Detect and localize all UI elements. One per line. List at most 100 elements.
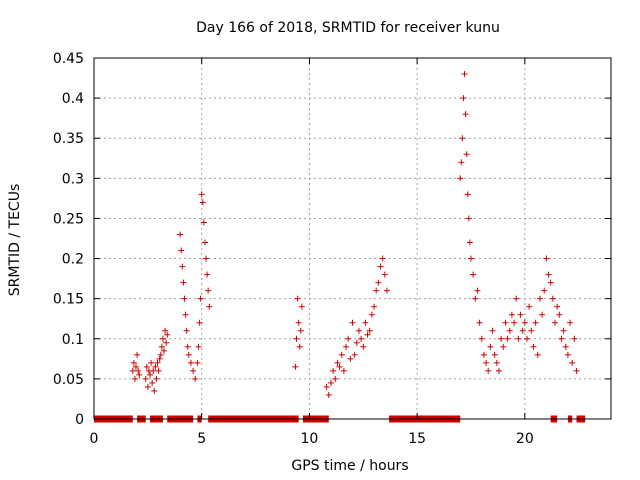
data-point xyxy=(461,71,468,78)
data-point xyxy=(180,279,187,286)
y-tick-label: 0 xyxy=(75,412,84,428)
data-point xyxy=(292,363,299,370)
data-point xyxy=(364,331,371,338)
data-point xyxy=(462,111,469,118)
y-tick-label: 0.1 xyxy=(62,332,84,348)
data-point xyxy=(459,135,466,142)
y-axis-label: SRMTID / TECUs xyxy=(7,184,23,297)
data-point xyxy=(187,359,194,366)
chart-title: Day 166 of 2018, SRMTID for receiver kun… xyxy=(196,20,500,36)
data-point xyxy=(470,271,477,278)
y-tick-label: 0.15 xyxy=(53,292,84,308)
data-point xyxy=(521,319,528,326)
data-point xyxy=(325,391,332,398)
data-point xyxy=(327,379,334,386)
data-point xyxy=(298,303,305,310)
data-point xyxy=(156,355,163,362)
data-point xyxy=(564,351,571,358)
data-point xyxy=(153,375,160,382)
data-point xyxy=(551,319,558,326)
data-point xyxy=(149,379,156,386)
y-tick-label: 0.35 xyxy=(53,131,84,147)
data-point xyxy=(197,295,204,302)
data-point xyxy=(362,319,369,326)
data-point xyxy=(511,319,518,326)
data-point xyxy=(195,343,202,350)
data-point xyxy=(558,335,565,342)
x-tick-label: 5 xyxy=(197,431,206,447)
data-point xyxy=(182,311,189,318)
data-point xyxy=(133,363,140,370)
data-point xyxy=(152,363,159,370)
data-point xyxy=(375,279,382,286)
data-point xyxy=(161,347,168,354)
data-point xyxy=(483,359,490,366)
data-point xyxy=(560,327,567,334)
data-point xyxy=(519,327,526,334)
data-point xyxy=(549,295,556,302)
data-point xyxy=(495,367,502,374)
data-point xyxy=(353,339,360,346)
data-point xyxy=(472,295,479,302)
data-point xyxy=(142,375,149,382)
data-point xyxy=(323,383,330,390)
data-point xyxy=(554,303,561,310)
data-point xyxy=(351,351,358,358)
data-point xyxy=(539,311,546,318)
data-point xyxy=(467,255,474,262)
data-point xyxy=(293,335,300,342)
data-point xyxy=(196,319,203,326)
data-point xyxy=(532,319,539,326)
data-point xyxy=(150,367,157,374)
data-point xyxy=(534,351,541,358)
data-point xyxy=(358,335,365,342)
data-point xyxy=(184,343,191,350)
data-point xyxy=(569,359,576,366)
data-point xyxy=(571,335,578,342)
data-point xyxy=(508,311,515,318)
data-point xyxy=(295,319,302,326)
data-point xyxy=(360,343,367,350)
data-point xyxy=(504,335,511,342)
data-point xyxy=(147,371,154,378)
data-point xyxy=(164,331,171,338)
data-point xyxy=(536,295,543,302)
data-point xyxy=(200,219,207,226)
data-point xyxy=(502,319,509,326)
data-point xyxy=(463,151,470,158)
data-point xyxy=(460,95,467,102)
data-point xyxy=(487,343,494,350)
data-point xyxy=(155,367,162,374)
data-point xyxy=(204,271,211,278)
data-point xyxy=(493,359,500,366)
data-point xyxy=(513,295,520,302)
data-point xyxy=(377,263,384,270)
data-point xyxy=(332,375,339,382)
data-point xyxy=(157,351,164,358)
data-point xyxy=(158,343,165,350)
y-tick-label: 0.25 xyxy=(53,211,84,227)
x-tick-label: 10 xyxy=(301,431,319,447)
data-point xyxy=(148,359,155,366)
data-point xyxy=(465,215,472,222)
data-point xyxy=(530,343,537,350)
data-point xyxy=(177,231,184,238)
data-point xyxy=(368,311,375,318)
data-point xyxy=(131,375,138,382)
data-point xyxy=(562,343,569,350)
data-point xyxy=(464,191,471,198)
data-point xyxy=(198,191,205,198)
data-point xyxy=(134,351,141,358)
data-point xyxy=(547,279,554,286)
data-point xyxy=(185,351,192,358)
data-point xyxy=(545,271,552,278)
data-point xyxy=(379,255,386,262)
grid xyxy=(94,58,611,419)
data-point xyxy=(192,375,199,382)
data-point xyxy=(349,319,356,326)
axis-ticks xyxy=(93,57,611,420)
data-point xyxy=(297,327,304,334)
data-point xyxy=(201,239,208,246)
data-point xyxy=(543,255,550,262)
